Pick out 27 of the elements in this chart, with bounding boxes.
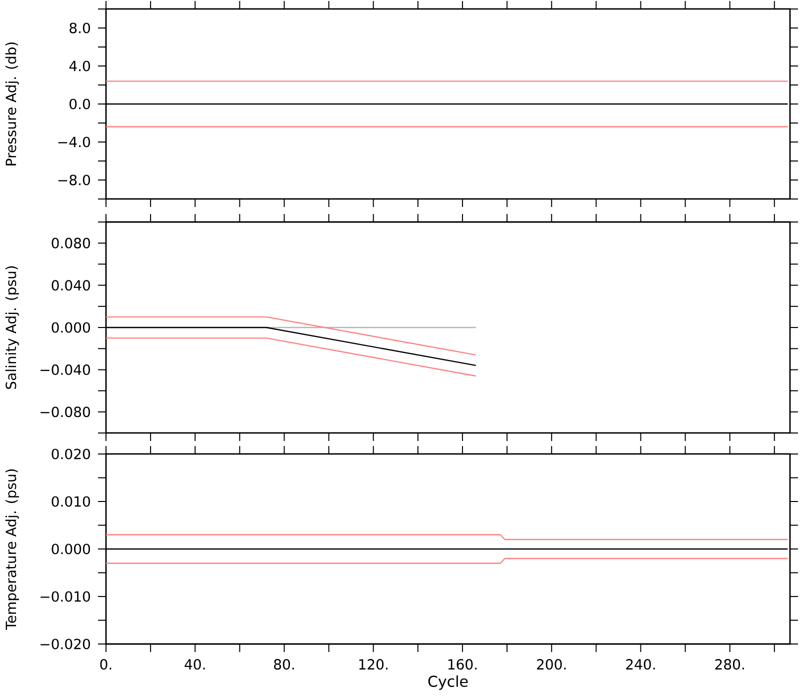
y-tick-label: 4.0	[69, 60, 90, 72]
y-axis-title: Temperature Adj. (psu)	[5, 469, 19, 630]
y-axis-title: Salinity Adj. (psu)	[5, 266, 19, 389]
y-tick-label: 0.000	[52, 544, 90, 554]
y-tick-label: −4.0	[58, 136, 90, 148]
y-tick-label: 8.0	[70, 22, 90, 34]
y-tick-label: 0.000	[52, 322, 90, 333]
y-tick-label: 0.080	[52, 238, 90, 248]
x-tick-label: 160.	[448, 659, 477, 670]
x-tick-label: 240.	[626, 659, 655, 670]
y-tick-label: −8.0	[58, 174, 90, 186]
x-tick-label: 80.	[274, 659, 294, 670]
x-axis-title: Cycle	[428, 675, 468, 690]
y-tick-label: 0.0	[70, 98, 90, 110]
x-tick-label: 0.	[100, 659, 112, 670]
x-tick-label: 280.	[715, 659, 744, 670]
y-tick-label: −0.020	[40, 638, 90, 650]
y-tick-label: 0.040	[52, 280, 90, 291]
y-tick-label: 0.020	[52, 448, 90, 460]
y-axis-title: Pressure Adj. (db)	[5, 42, 19, 166]
x-tick-label: 200.	[537, 659, 566, 670]
x-tick-label: 120.	[359, 659, 388, 670]
y-tick-label: −0.080	[40, 406, 90, 418]
x-tick-label: 40.	[184, 659, 205, 670]
y-tick-label: 0.010	[52, 496, 90, 507]
y-tick-label: −0.010	[40, 591, 90, 602]
y-tick-label: −0.040	[40, 364, 90, 375]
